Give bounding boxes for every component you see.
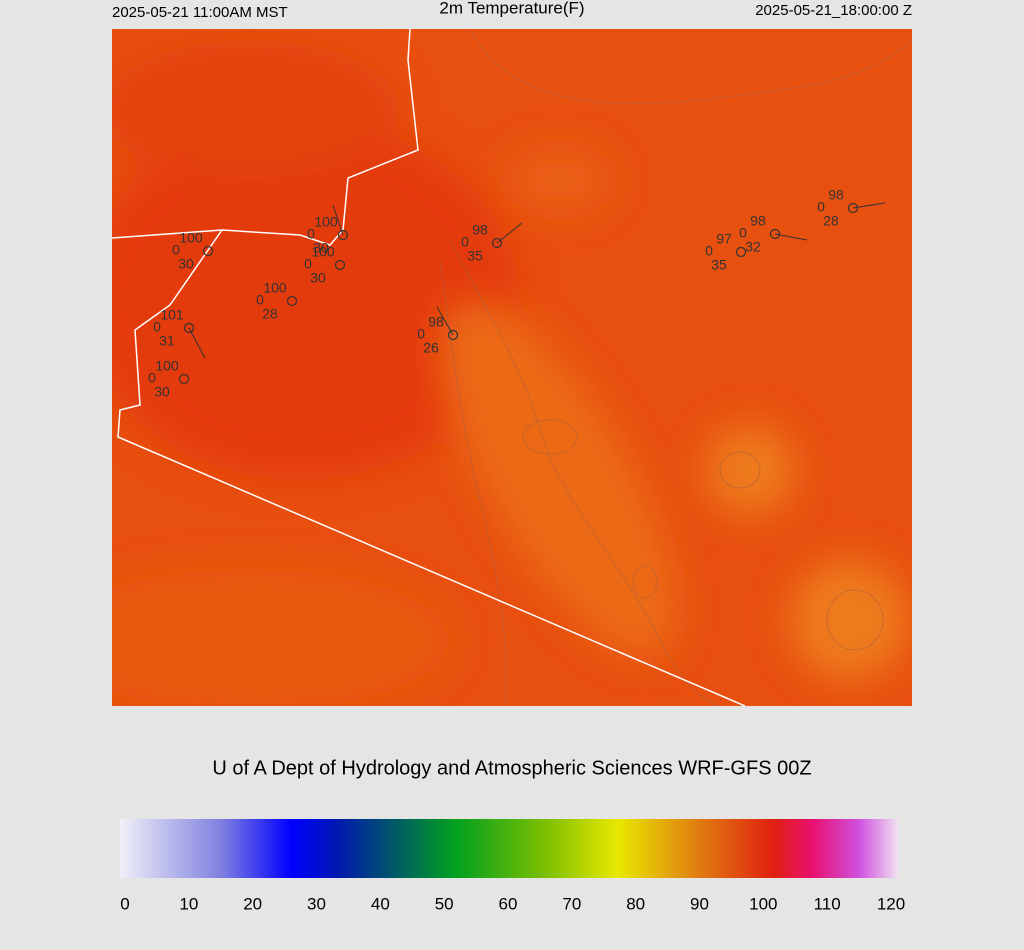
valid-utc: 2025-05-21_18:00:00 Z: [755, 2, 912, 19]
credit: U of A Dept of Hydrology and Atmospheric…: [212, 757, 811, 779]
station-marker: [337, 229, 349, 241]
colorbar-tick-label: 80: [626, 894, 645, 913]
dewpoint: 30: [310, 270, 326, 286]
title: 2m Temperature(F): [439, 0, 584, 17]
wind-speed: 0: [172, 242, 180, 258]
map: [112, 29, 912, 706]
colorbar-tick-label: 110: [814, 894, 841, 913]
temperature: 100: [179, 230, 203, 246]
temperature: 100: [314, 214, 338, 230]
wind-speed: 0: [705, 243, 713, 259]
station-marker: [183, 322, 195, 334]
wind-barb: [188, 327, 206, 359]
colorbar-tick-label: 100: [749, 894, 777, 913]
wind-barb: [332, 204, 344, 236]
colorbar-tick-label: 120: [877, 894, 905, 913]
station-marker: [847, 202, 859, 214]
dewpoint: 28: [262, 306, 278, 322]
colorbar-tick-label: 70: [562, 894, 581, 913]
wind-speed: 0: [256, 292, 264, 308]
temperature: 98: [428, 314, 444, 330]
wind-barb: [774, 233, 808, 241]
temperature: 98: [750, 213, 766, 229]
dewpoint: 30: [313, 240, 329, 256]
station-marker: [334, 259, 346, 271]
colorbar-tick-label: 90: [690, 894, 709, 913]
dewpoint: 30: [154, 384, 170, 400]
colorbar-tick-label: 40: [371, 894, 390, 913]
wind-speed: 0: [307, 226, 315, 242]
dewpoint: 35: [711, 257, 727, 273]
dewpoint: 28: [823, 213, 839, 229]
station-marker: [491, 237, 503, 249]
temperature: 97: [716, 231, 732, 247]
temperature: 98: [472, 222, 488, 238]
station-marker: [178, 373, 190, 385]
colorbar: [120, 819, 898, 878]
wind-speed: 0: [304, 256, 312, 272]
valid-local: 2025-05-21 11:00AM MST: [112, 4, 288, 21]
wind-speed: 0: [148, 370, 156, 386]
station-marker: [735, 246, 747, 258]
dewpoint: 30: [178, 256, 194, 272]
dewpoint: 32: [745, 239, 761, 255]
station-marker: [769, 228, 781, 240]
station-marker: [447, 329, 459, 341]
temperature: 100: [155, 358, 179, 374]
colorbar-tick-label: 10: [179, 894, 198, 913]
wind-barb: [496, 222, 523, 244]
station-marker: [202, 245, 214, 257]
temperature: 100: [311, 244, 335, 260]
wind-speed: 0: [817, 199, 825, 215]
temperature: 101: [160, 307, 184, 323]
wind-barb: [436, 306, 454, 336]
station-plots: 1000301000301000301000281010311000309802…: [148, 187, 886, 400]
dewpoint: 35: [467, 248, 483, 264]
wind-speed: 0: [461, 234, 469, 250]
dewpoint: 31: [159, 333, 175, 349]
colorbar-tick-label: 30: [307, 894, 326, 913]
colorbar-tick-label: 0: [120, 894, 129, 913]
colorbar-tick-label: 50: [435, 894, 454, 913]
wind-speed: 0: [153, 319, 161, 335]
temperature: 98: [828, 187, 844, 203]
wind-speed: 0: [417, 326, 425, 342]
colorbar-tick-label: 20: [243, 894, 262, 913]
wind-speed: 0: [739, 225, 747, 241]
colorbar-ticks: 0 10 20 30 40 50 60 70 80 90 100 110 120: [120, 894, 905, 913]
dewpoint: 26: [423, 340, 439, 356]
colorbar-tick-label: 60: [499, 894, 518, 913]
wind-barb: [852, 202, 886, 209]
temperature: 100: [263, 280, 287, 296]
station-marker: [286, 295, 298, 307]
